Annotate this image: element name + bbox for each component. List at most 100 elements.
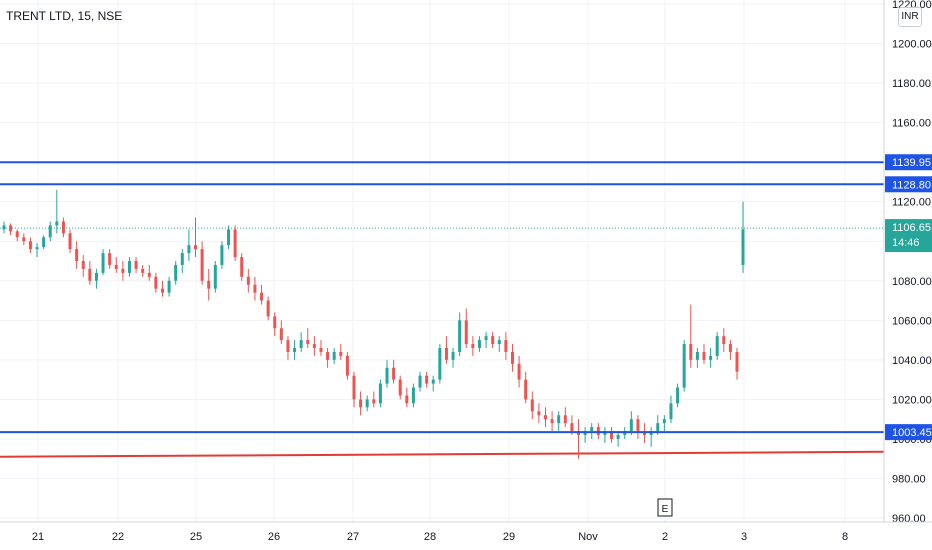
candle-body: [709, 356, 712, 360]
candle-body: [154, 277, 157, 289]
candle-body: [187, 245, 190, 253]
candle-body: [326, 352, 329, 360]
candle-body: [511, 352, 514, 364]
time-axis-background[interactable]: [0, 522, 932, 550]
candle-body: [234, 229, 237, 257]
candle-body: [313, 344, 316, 348]
candle-body: [115, 265, 118, 269]
candle-body: [676, 388, 679, 404]
candle-body: [247, 277, 250, 285]
candle-body: [491, 336, 494, 344]
candle-body: [399, 380, 402, 396]
candle-body: [570, 423, 573, 431]
candle-body: [95, 273, 98, 281]
candle-body: [174, 265, 177, 281]
candle-body: [220, 245, 223, 265]
candle-body: [359, 399, 362, 407]
candle-body: [286, 340, 289, 352]
price-tick-label: 1120.00: [892, 197, 931, 209]
candle-body: [471, 344, 474, 348]
support-trendline-group[interactable]: [0, 452, 884, 457]
candle-body: [194, 245, 197, 249]
candle-body: [465, 320, 468, 344]
candle-body: [227, 229, 230, 245]
bar-countdown-label: 14:46: [892, 237, 920, 249]
candle-body: [425, 376, 428, 384]
candle-body: [498, 340, 501, 344]
candle-body: [504, 340, 507, 352]
candle-body: [55, 221, 58, 225]
candle-body: [88, 269, 91, 281]
candle-body: [412, 388, 415, 404]
candle-body: [518, 364, 521, 380]
time-tick-label: 27: [347, 531, 359, 543]
candle-body: [82, 261, 85, 269]
time-tick-label: 28: [424, 531, 436, 543]
grid-lines: [0, 0, 884, 522]
candle-body: [201, 249, 204, 281]
candle-body: [597, 427, 600, 435]
candle-body: [445, 348, 448, 360]
time-tick-label: 25: [190, 531, 202, 543]
earnings-event-marker[interactable]: E: [658, 499, 672, 516]
price-tick-label: 1200.00: [892, 39, 932, 51]
candle-body: [379, 384, 382, 404]
time-tick-label: 8: [842, 531, 848, 543]
candle-body: [452, 352, 455, 360]
candle-body: [49, 225, 52, 237]
level-tag-label: 1128.80: [892, 179, 931, 191]
candle-body: [478, 340, 481, 348]
candle-body: [339, 352, 342, 356]
candle-body: [75, 249, 78, 261]
time-tick-label: 2: [662, 531, 668, 543]
candle-body: [636, 419, 639, 431]
candle-body: [551, 419, 554, 423]
candle-body: [405, 395, 408, 403]
candle-body: [22, 237, 25, 241]
candle-body: [319, 348, 322, 352]
candle-body: [108, 253, 111, 265]
candle-body: [590, 427, 593, 431]
candle-body: [663, 419, 666, 423]
candle-body: [214, 265, 217, 289]
candle-body: [617, 435, 620, 439]
time-tick-label: Nov: [578, 531, 598, 543]
candle-body: [69, 233, 72, 249]
candle-body: [280, 328, 283, 340]
price-tick-label: 1080.00: [892, 276, 932, 288]
candle-body: [352, 376, 355, 400]
time-tick-label: 21: [32, 531, 44, 543]
candle-body: [148, 273, 151, 277]
candle-body: [267, 301, 270, 317]
candle-body: [300, 340, 303, 348]
candle-body: [253, 285, 256, 293]
candle-body: [3, 225, 6, 229]
candle-body: [346, 356, 349, 376]
candle-body: [716, 336, 719, 356]
candle-body: [669, 403, 672, 419]
candle-body: [36, 247, 39, 249]
level-tag-label: 1139.95: [892, 157, 931, 169]
price-tick-label: 1040.00: [892, 355, 932, 367]
candle-body: [458, 320, 461, 352]
candle-body: [29, 241, 32, 249]
candle-body: [207, 281, 210, 289]
horizontal-levels[interactable]: [0, 162, 884, 432]
candle-body: [135, 261, 138, 269]
candle-body: [128, 261, 131, 273]
time-tick-label: 22: [112, 531, 124, 543]
candle-body: [16, 231, 19, 237]
currency-badge[interactable]: INR: [898, 7, 922, 27]
support-trendline[interactable]: [0, 452, 884, 457]
candle-body: [161, 289, 164, 293]
symbol-title[interactable]: TRENT LTD, 15, NSE: [6, 9, 122, 23]
candle-body: [372, 399, 375, 403]
candle-body: [702, 352, 705, 360]
price-tick-label: 1060.00: [892, 315, 932, 327]
candle-body: [683, 344, 686, 388]
candle-body: [181, 253, 184, 265]
candle-body: [306, 340, 309, 344]
candle-body: [722, 336, 725, 344]
time-tick-label: 29: [503, 531, 515, 543]
